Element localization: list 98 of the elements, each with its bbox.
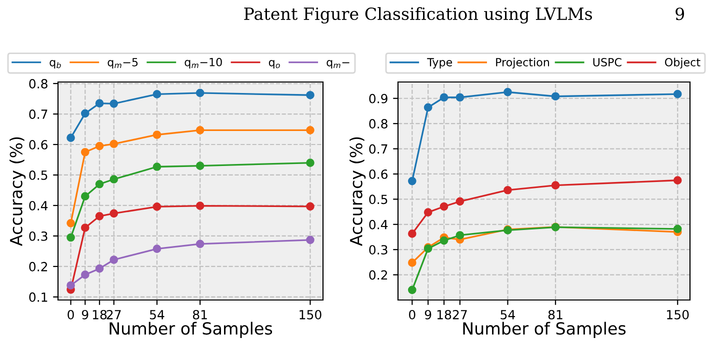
- point: [408, 286, 416, 294]
- point: [110, 256, 118, 264]
- point: [95, 142, 104, 150]
- point: [424, 208, 432, 216]
- point: [196, 202, 204, 210]
- point: [306, 126, 314, 134]
- y-tick-label: 0.6: [369, 169, 388, 179]
- point: [80, 270, 90, 279]
- x-tick-label: 0: [68, 310, 74, 320]
- point: [66, 281, 75, 290]
- y-tick-label: 0.4: [369, 220, 388, 230]
- y-tick-label: 0.8: [29, 78, 48, 88]
- text: Patent Figure Classification using LVLMs: [244, 7, 592, 24]
- point: [95, 99, 104, 108]
- point: [424, 103, 432, 112]
- point: [551, 92, 560, 101]
- point: [95, 264, 104, 273]
- point: [440, 93, 448, 102]
- point: [440, 202, 448, 211]
- y-tick-label: 0.2: [369, 270, 388, 280]
- point: [95, 212, 104, 220]
- x-tick-label: 0: [409, 310, 416, 320]
- y-axis-title: Accuracy (%): [10, 137, 26, 246]
- legend-label: q$_{m}$−10: [184, 58, 222, 68]
- x-tick-label: 18: [437, 310, 452, 320]
- x-tick-label: 81: [192, 310, 207, 320]
- x-tick-label: 18: [92, 310, 107, 320]
- y-axis-title: Accuracy (%): [350, 137, 366, 246]
- point: [673, 176, 682, 184]
- x-tick-label: 27: [452, 310, 467, 320]
- point: [110, 99, 118, 108]
- x-axis-title: Number of Samples: [110, 322, 272, 338]
- y-tick-label: 0.5: [29, 170, 48, 180]
- point: [196, 126, 204, 134]
- point: [408, 176, 416, 186]
- y-tick-label: 0.3: [369, 245, 388, 255]
- legend-label: q$_{m}$−5: [108, 58, 138, 69]
- point: [80, 192, 90, 201]
- legend-label: USPC: [593, 58, 622, 66]
- point: [66, 219, 75, 228]
- y-tick-label: 0.1: [29, 292, 48, 302]
- point: [456, 93, 464, 102]
- point: [306, 202, 314, 211]
- x-tick-label: 150: [300, 310, 322, 320]
- x-axis-title: Number of Samples: [463, 322, 626, 338]
- y-tick-label: 0.4: [29, 200, 48, 210]
- y-tick-label: 0.9: [369, 94, 388, 104]
- point: [196, 162, 204, 170]
- legend-label: Object: [664, 58, 700, 69]
- point: [152, 244, 162, 253]
- point: [456, 231, 464, 240]
- point: [152, 130, 162, 139]
- x-tick-label: 54: [500, 310, 515, 320]
- legend-label: Projection: [496, 58, 550, 69]
- point: [66, 134, 75, 142]
- point: [66, 233, 75, 242]
- point: [110, 209, 118, 218]
- point: [80, 148, 90, 156]
- point: [456, 197, 464, 206]
- text: Type: [427, 58, 452, 69]
- y-tick-label: 0.5: [369, 194, 388, 204]
- point: [196, 240, 204, 248]
- legend-label: q$_{b}$: [50, 60, 61, 69]
- y-tick-label: 0.7: [29, 109, 48, 119]
- y-tick-label: 0.8: [369, 119, 388, 129]
- point: [152, 162, 162, 171]
- y-tick-label: 0.6: [29, 140, 48, 150]
- y-tick-label: 0.3: [29, 231, 48, 241]
- y-tick-label: 0.2: [29, 262, 48, 272]
- x-tick-label: 54: [150, 310, 164, 320]
- point: [551, 181, 560, 190]
- point: [504, 88, 512, 96]
- point: [306, 90, 314, 100]
- legend-label: q$_{m}$−: [326, 60, 350, 69]
- x-tick-label: 81: [548, 310, 562, 320]
- point: [408, 258, 416, 267]
- point: [152, 90, 162, 98]
- x-tick-label: 27: [106, 310, 121, 320]
- text: 9: [676, 8, 684, 20]
- x-tick-label: 9: [424, 310, 432, 320]
- x-tick-label: 150: [667, 310, 689, 320]
- point: [408, 230, 416, 238]
- point: [110, 175, 118, 184]
- point: [80, 109, 90, 118]
- point: [504, 186, 512, 194]
- point: [673, 90, 682, 98]
- point: [440, 236, 448, 245]
- legend-label: q$_{o}$: [268, 60, 280, 69]
- point: [673, 224, 682, 234]
- point: [306, 158, 314, 167]
- point: [110, 140, 118, 148]
- y-tick-label: 0.7: [369, 144, 388, 154]
- point: [95, 180, 104, 188]
- point: [196, 88, 204, 98]
- x-tick-label: 9: [82, 310, 88, 320]
- point: [306, 236, 314, 244]
- point: [80, 224, 90, 232]
- point: [152, 202, 162, 211]
